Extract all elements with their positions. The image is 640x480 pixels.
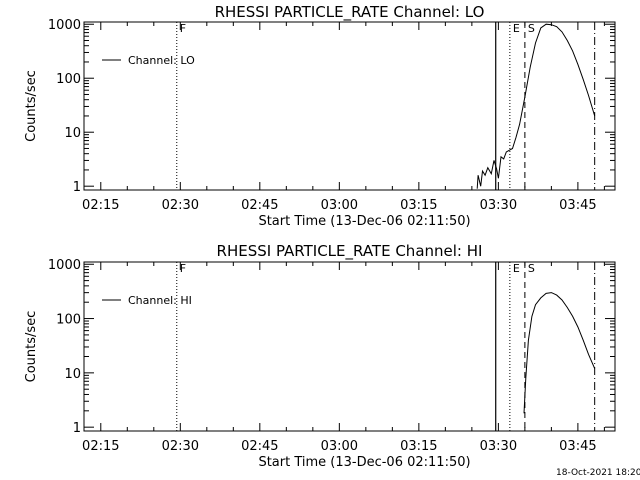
y-axis-label: Counts/sec	[24, 70, 39, 142]
y-tick-label: 100	[56, 72, 81, 87]
y-tick-label: 1000	[48, 18, 81, 33]
y-tick-label: 1000	[48, 258, 81, 273]
series-line	[523, 292, 596, 414]
x-tick-label: 02:30	[162, 439, 199, 454]
x-axis-label: Start Time (13-Dec-06 02:11:50)	[258, 214, 470, 229]
x-tick-label: 02:30	[162, 198, 199, 213]
plot-frame	[83, 21, 616, 191]
legend-label: Channel: HI	[128, 294, 192, 307]
x-tick-label: 02:15	[82, 439, 119, 454]
x-tick-label: 03:00	[321, 198, 358, 213]
x-tick-label: 03:30	[480, 439, 517, 454]
y-tick-label: 10	[64, 367, 81, 382]
marker-label: F	[180, 22, 186, 35]
x-tick-label: 03:15	[400, 439, 437, 454]
x-tick-label: 02:15	[82, 198, 119, 213]
x-tick-label: 03:45	[559, 198, 596, 213]
chart-panel-2: RHESSI PARTICLE_RATE Channel: HI 02:15 02:…	[24, 242, 616, 470]
chart-panel-1: RHESSI PARTICLE_RATE Channel: LO 02:15 02:…	[24, 3, 616, 229]
plot-timestamp: 18-Oct-2021 18:20	[556, 468, 640, 478]
x-axis-label: Start Time (13-Dec-06 02:11:50)	[258, 455, 470, 470]
chart-title: RHESSI PARTICLE_RATE Channel: HI	[217, 242, 483, 261]
marker-label: S	[528, 22, 535, 35]
marker-label: E	[513, 262, 520, 275]
legend-label: Channel: LO	[128, 54, 195, 67]
plot-frame	[83, 261, 616, 432]
marker-label: F	[180, 262, 186, 275]
chart-title: RHESSI PARTICLE_RATE Channel: LO	[215, 3, 485, 22]
x-tick-label: 03:00	[321, 439, 358, 454]
y-tick-label: 100	[56, 313, 81, 328]
x-tick-label: 02:45	[241, 439, 278, 454]
x-tick-label: 02:45	[241, 198, 278, 213]
series-line	[476, 23, 596, 189]
marker-label: S	[528, 262, 535, 275]
y-tick-label: 10	[64, 126, 81, 141]
x-tick-label: 03:45	[559, 439, 596, 454]
y-axis-label: Counts/sec	[24, 311, 39, 383]
y-tick-label: 1	[73, 180, 81, 195]
x-tick-label: 03:30	[480, 198, 517, 213]
y-tick-label: 1	[73, 421, 81, 436]
marker-label: E	[513, 22, 520, 35]
x-tick-label: 03:15	[400, 198, 437, 213]
